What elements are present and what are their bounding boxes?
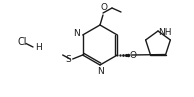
Text: O: O [100, 3, 107, 13]
Text: N: N [97, 67, 103, 76]
Text: O: O [130, 51, 137, 59]
Text: S: S [65, 55, 71, 64]
Text: H: H [35, 43, 42, 52]
Text: NH: NH [158, 28, 171, 37]
Text: Cl: Cl [17, 37, 27, 47]
Text: N: N [74, 29, 80, 39]
